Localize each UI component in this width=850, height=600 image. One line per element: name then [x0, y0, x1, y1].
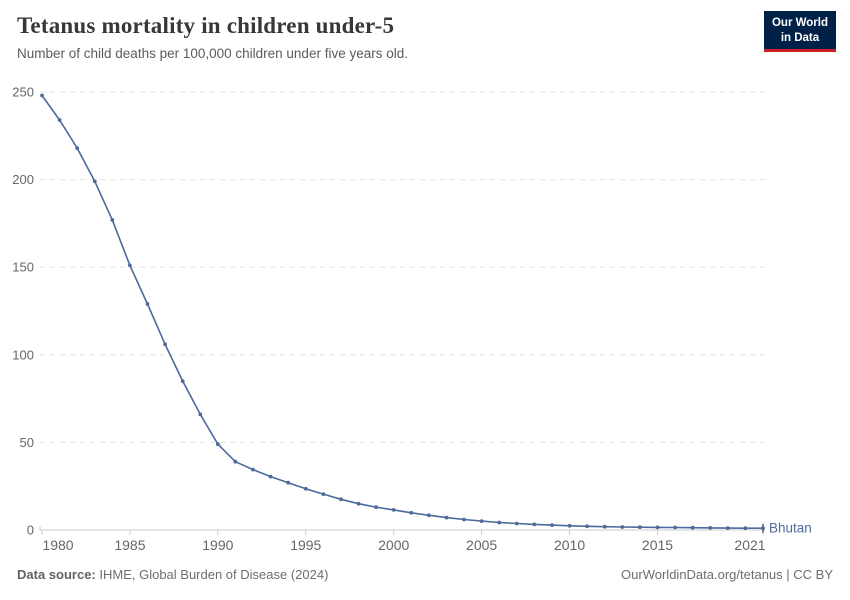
data-point[interactable]: [532, 522, 537, 527]
data-point[interactable]: [251, 467, 255, 472]
data-point[interactable]: [233, 459, 238, 464]
owid-logo-line2: in Data: [780, 31, 820, 44]
data-point[interactable]: [444, 515, 449, 520]
data-source-text: IHME, Global Burden of Disease (2024): [95, 567, 329, 582]
data-point[interactable]: [743, 526, 748, 531]
data-point[interactable]: [57, 118, 62, 122]
data-point[interactable]: [638, 525, 642, 530]
x-tick-label: 2021: [734, 537, 765, 553]
y-tick-label: 250: [12, 85, 34, 100]
x-tick-label: 2015: [642, 537, 673, 553]
chart-header: Tetanus mortality in children under-5 Nu…: [17, 13, 408, 61]
data-point[interactable]: [567, 523, 572, 528]
data-point[interactable]: [127, 263, 132, 268]
data-point[interactable]: [585, 524, 589, 529]
entity-label-bhutan[interactable]: Bhutan: [769, 521, 812, 536]
data-point[interactable]: [303, 486, 308, 491]
data-point[interactable]: [163, 342, 168, 347]
x-tick-label: 1995: [290, 537, 321, 553]
data-point[interactable]: [708, 526, 713, 530]
data-point[interactable]: [655, 525, 660, 530]
data-point[interactable]: [620, 525, 625, 529]
data-source-note: Data source: IHME, Global Burden of Dise…: [17, 567, 328, 582]
data-point[interactable]: [268, 474, 273, 479]
data-point[interactable]: [427, 513, 431, 518]
data-point[interactable]: [497, 520, 502, 525]
data-point[interactable]: [75, 146, 80, 150]
owid-logo-line1: Our World: [771, 17, 828, 29]
data-point[interactable]: [356, 501, 361, 506]
x-tick-label: 1980: [42, 537, 73, 553]
chart-area: 0 50 100 150 200 250 1980 1985 1990 1995 2000 2005 2…: [0, 80, 850, 558]
page-subtitle: Number of child deaths per 100,000 child…: [17, 46, 408, 61]
data-point[interactable]: [216, 442, 220, 447]
data-point[interactable]: [690, 525, 695, 530]
data-point[interactable]: [550, 523, 554, 527]
data-point[interactable]: [374, 505, 378, 510]
data-point[interactable]: [514, 521, 519, 526]
chart-footer: Data source: IHME, Global Burden of Dise…: [17, 567, 833, 582]
data-point[interactable]: [286, 480, 291, 485]
line-chart-svg: 0 50 100 150 200 250 1980 1985 1990 1995 2000 2005 2…: [12, 85, 812, 554]
x-tick-label: 2005: [466, 537, 497, 553]
data-point[interactable]: [673, 525, 677, 530]
data-point[interactable]: [725, 526, 730, 530]
data-point[interactable]: [479, 519, 484, 523]
page-title: Tetanus mortality in children under-5: [17, 13, 395, 38]
data-source-label: Data source:: [17, 567, 96, 582]
x-tick-label: 1985: [114, 537, 145, 553]
y-tick-label: 0: [27, 523, 34, 538]
data-point[interactable]: [462, 517, 466, 522]
y-tick-label: 100: [12, 347, 34, 362]
footer-link[interactable]: OurWorldinData.org/tetanus | CC BY: [621, 567, 833, 582]
data-point[interactable]: [409, 510, 414, 515]
x-tick-label: 1990: [202, 537, 233, 553]
x-tick-label: 2010: [554, 537, 585, 553]
data-point[interactable]: [391, 508, 396, 512]
owid-logo[interactable]: Our World in Data: [763, 11, 836, 52]
data-point[interactable]: [321, 492, 326, 496]
data-point[interactable]: [92, 179, 97, 184]
bhutan-line[interactable]: [41, 94, 764, 530]
data-point[interactable]: [145, 302, 150, 306]
data-point[interactable]: [602, 524, 607, 529]
y-tick-label: 150: [12, 260, 34, 275]
data-point[interactable]: [180, 379, 185, 383]
y-tick-label: 200: [12, 172, 34, 187]
data-point[interactable]: [40, 93, 44, 98]
y-tick-label: 50: [20, 435, 34, 450]
data-point[interactable]: [339, 497, 343, 502]
x-tick-label: 2000: [378, 537, 409, 553]
data-point[interactable]: [198, 412, 203, 417]
data-point[interactable]: [110, 218, 115, 222]
